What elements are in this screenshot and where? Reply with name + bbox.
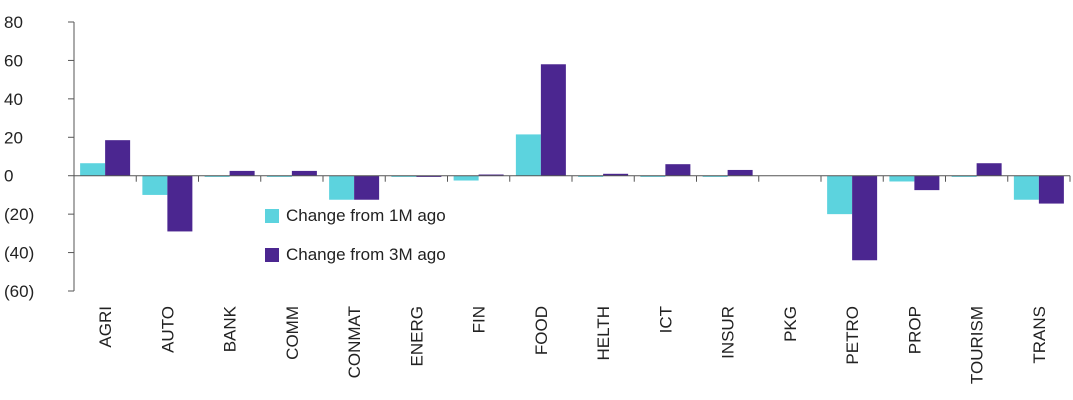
bar-agri-series-2 — [105, 140, 131, 176]
x-tick-label: PETRO — [843, 306, 862, 365]
bar-petro-series-2 — [852, 175, 878, 261]
bar-insur-series-1 — [702, 175, 728, 177]
bar-prop-series-1 — [889, 175, 915, 182]
y-tick-label: 60 — [4, 51, 23, 70]
bar-comm-series-1 — [266, 175, 292, 177]
bar-tourism-series-1 — [951, 175, 977, 177]
bar-helth-series-1 — [578, 175, 604, 177]
bar-fin-series-1 — [453, 175, 479, 181]
bar-ict-series-2 — [665, 164, 691, 176]
x-tick-label: FIN — [470, 306, 489, 333]
x-tick-label: TRANS — [1030, 306, 1049, 364]
bar-trans-series-1 — [1013, 175, 1039, 200]
x-tick-label: FOOD — [532, 306, 551, 355]
y-tick-label: 0 — [4, 167, 13, 186]
bar-tourism-series-2 — [976, 163, 1002, 176]
x-tick-label: TOURISM — [968, 306, 987, 384]
bar-bank-series-1 — [204, 175, 230, 177]
x-tick-label: BANK — [221, 305, 240, 352]
y-tick-label: 20 — [4, 128, 23, 147]
y-tick-label: 80 — [4, 13, 23, 32]
x-tick-label: PROP — [905, 306, 924, 354]
x-tick-label: ENERG — [407, 306, 426, 366]
y-axis: 80 60 40 20 0 (20) (40) (60) — [4, 13, 75, 301]
legend-swatch-1 — [265, 209, 279, 223]
x-tick-label: AGRI — [96, 306, 115, 348]
legend-swatch-2 — [265, 248, 279, 262]
bar-petro-series-1 — [827, 175, 853, 215]
bar-energ-series-1 — [391, 175, 417, 177]
bar-agri-series-1 — [80, 163, 106, 176]
y-tick-label: (20) — [4, 205, 34, 224]
x-tick-label: HELTH — [594, 306, 613, 360]
bar-fin-series-2 — [478, 174, 504, 176]
bar-conmat-series-1 — [329, 175, 355, 200]
bar-insur-series-2 — [727, 169, 753, 176]
x-tick-label: AUTO — [158, 306, 177, 353]
bar-ict-series-1 — [640, 175, 666, 177]
bars — [80, 64, 1064, 261]
x-tick-label: INSUR — [719, 306, 738, 359]
bar-food-series-2 — [540, 64, 566, 176]
x-tick-label: ICT — [656, 306, 675, 333]
legend-label-2: Change from 3M ago — [286, 245, 446, 264]
bar-food-series-1 — [515, 134, 541, 176]
x-tick-label: PKG — [781, 306, 800, 342]
bar-auto-series-2 — [167, 175, 193, 232]
y-tick-label: 40 — [4, 90, 23, 109]
bar-comm-series-2 — [291, 170, 317, 176]
legend-label-1: Change from 1M ago — [286, 206, 446, 225]
bar-auto-series-1 — [142, 175, 168, 195]
x-tick-label: CONMAT — [345, 306, 364, 378]
x-tick-label: COMM — [283, 306, 302, 360]
bar-conmat-series-2 — [354, 175, 380, 200]
bar-trans-series-2 — [1038, 175, 1064, 204]
bar-helth-series-2 — [603, 173, 629, 176]
x-axis: AGRI AUTO BANK COMM CONMAT ENERG FIN FOOD HELTH I… — [73, 175, 1071, 384]
y-tick-label: (40) — [4, 244, 34, 263]
legend: Change from 1M ago Change from 3M ago — [265, 206, 446, 264]
bar-bank-series-2 — [229, 170, 255, 176]
y-tick-label: (60) — [4, 282, 34, 301]
bar-prop-series-2 — [914, 175, 940, 191]
bar-energ-series-2 — [416, 175, 442, 177]
